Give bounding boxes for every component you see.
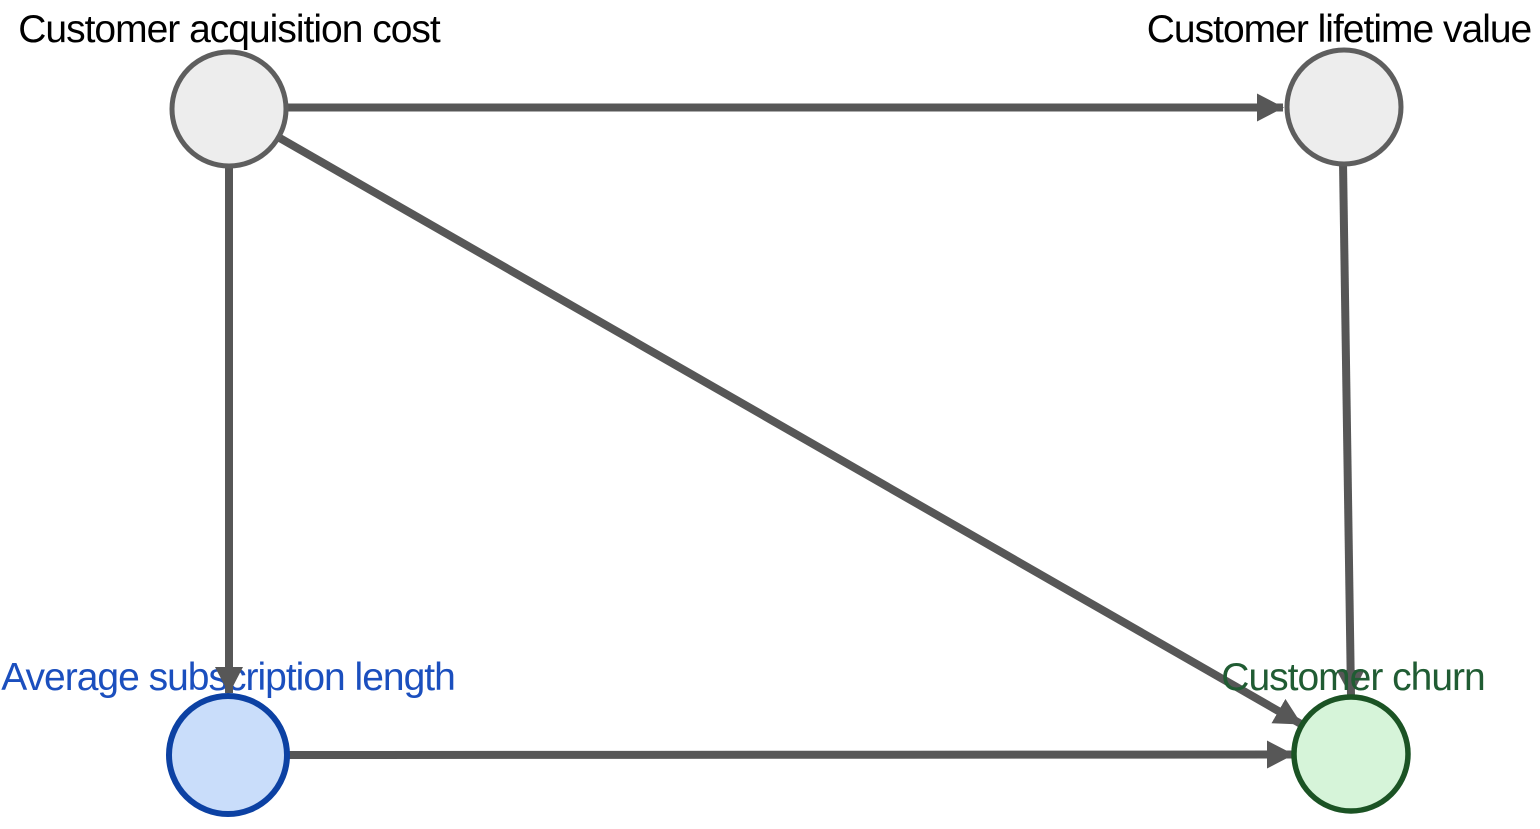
- node-label-customer-lifetime-value: Customer lifetime value: [1146, 8, 1532, 51]
- node-label-customer-churn: Customer churn: [1221, 656, 1485, 699]
- node-customer-lifetime-value: [1284, 47, 1404, 167]
- node-customer-acquisition-cost: [169, 49, 289, 169]
- node-customer-churn: [1291, 694, 1411, 814]
- node-average-subscription-length: [166, 693, 290, 817]
- edge-clv-to-churn: [1336, 161, 1365, 697]
- node-label-customer-acquisition-cost: Customer acquisition cost: [18, 8, 441, 51]
- edge-asl-to-churn: [286, 740, 1294, 769]
- edge-cac-to-churn: [276, 133, 1303, 728]
